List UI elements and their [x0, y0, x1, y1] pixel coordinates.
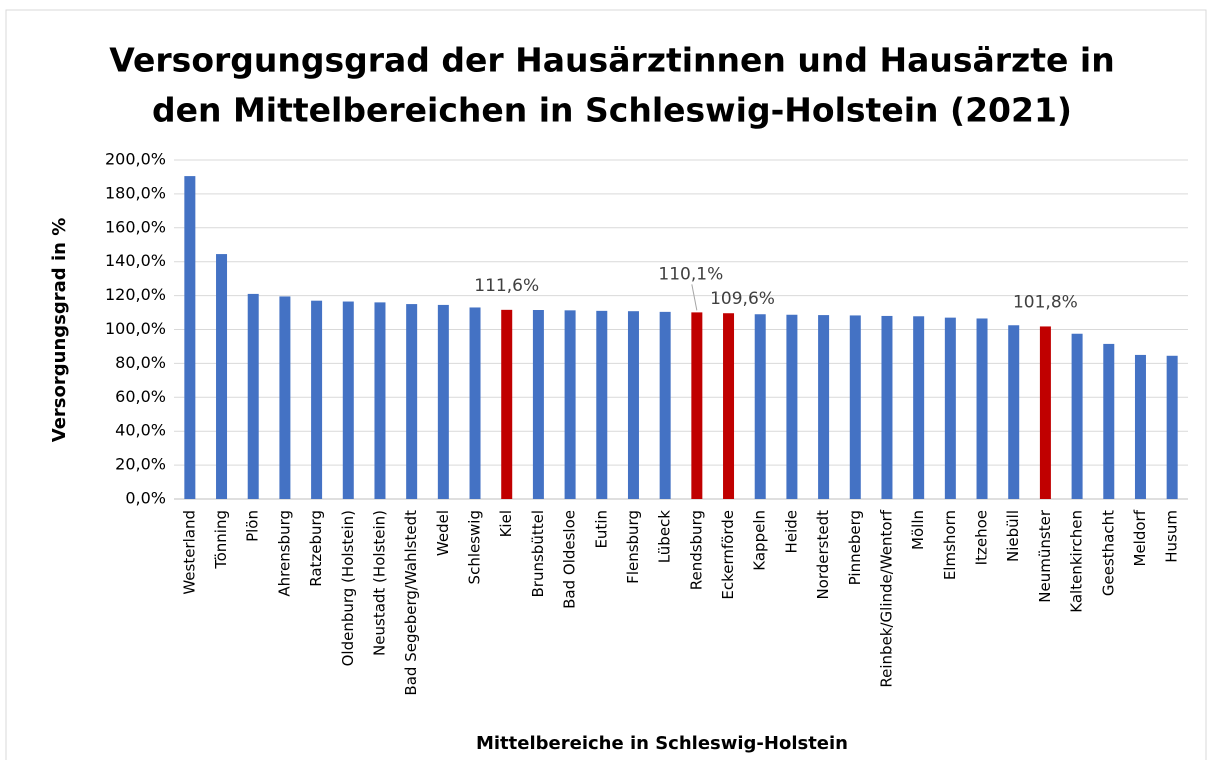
bar [406, 304, 418, 499]
bar [627, 311, 639, 499]
bar [1039, 326, 1051, 499]
x-tick-label: Tönning [212, 510, 230, 570]
data-label: 109,6% [710, 289, 775, 309]
y-tick-label: 0,0% [125, 489, 166, 508]
x-tick-label: Meldorf [1131, 509, 1149, 566]
bar [311, 300, 323, 499]
x-tick-label: Lübeck [656, 510, 674, 564]
x-tick-label: Heide [782, 510, 800, 553]
bar [596, 310, 608, 499]
bar [532, 310, 544, 499]
y-tick-label: 180,0% [105, 183, 166, 202]
chart-title: den Mittelbereichen in Schleswig-Holstei… [152, 91, 1072, 130]
bar [216, 254, 228, 499]
x-tick-label: Oldenburg (Holstein) [339, 510, 357, 666]
x-tick-label: Ahrensburg [275, 510, 293, 597]
x-tick-label: Neumünster [1036, 509, 1054, 603]
x-tick-label: Mölln [909, 510, 927, 550]
bar [1008, 325, 1020, 499]
bar [501, 309, 513, 499]
x-tick-label: Bad Segeberg/Wahlstedt [402, 510, 420, 696]
x-tick-label: Reinbek/Glinde/Wentorf [877, 509, 895, 687]
bar [1166, 355, 1178, 499]
x-tick-label: Kiel [497, 510, 515, 537]
data-label: 110,1% [658, 264, 723, 284]
bar [374, 302, 386, 499]
data-label: 101,8% [1013, 292, 1078, 312]
y-tick-label: 100,0% [105, 319, 166, 338]
x-tick-label: Flensburg [624, 510, 642, 584]
x-tick-label: Brunsbüttel [529, 510, 547, 597]
bar [913, 316, 925, 499]
x-tick-label: Niebüll [1004, 510, 1022, 562]
x-tick-label: Rendsburg [687, 510, 705, 590]
y-tick-label: 200,0% [105, 150, 166, 169]
bar [564, 310, 576, 499]
x-tick-label: Bad Oldesloe [561, 510, 579, 609]
data-label: 111,6% [474, 276, 539, 296]
bar [976, 318, 988, 499]
x-tick-label: Kappeln [751, 510, 769, 571]
y-tick-label: 160,0% [105, 217, 166, 236]
bar [944, 317, 956, 499]
x-tick-label: Norderstedt [814, 510, 832, 600]
bar [247, 293, 259, 499]
y-tick-label: 20,0% [115, 455, 166, 474]
x-tick-label: Kaltenkirchen [1068, 510, 1086, 613]
leader-line [691, 284, 698, 311]
bar [1071, 333, 1083, 499]
bar [1103, 343, 1115, 499]
y-tick-label: 140,0% [105, 251, 166, 270]
bar [754, 314, 766, 499]
bar [723, 313, 735, 499]
bar [184, 176, 196, 500]
bar [691, 312, 703, 499]
x-tick-label: Wedel [434, 510, 452, 556]
x-tick-label: Husum [1163, 510, 1181, 563]
y-tick-label: 60,0% [115, 387, 166, 406]
bar [818, 315, 830, 499]
chart-title: Versorgungsgrad der Hausärztinnen und Ha… [109, 41, 1114, 80]
x-tick-label: Plön [244, 510, 262, 542]
bar [849, 315, 861, 499]
bar [881, 315, 893, 499]
x-tick-label: Ratzeburg [307, 510, 325, 587]
y-tick-label: 120,0% [105, 285, 166, 304]
x-tick-label: Itzehoe [973, 510, 991, 565]
y-tick-label: 80,0% [115, 353, 166, 372]
x-axis-title: Mittelbereiche in Schleswig-Holstein [476, 733, 848, 754]
y-tick-label: 40,0% [115, 421, 166, 440]
bar [1134, 354, 1146, 499]
bar [659, 311, 671, 499]
x-tick-label: Elmshorn [941, 510, 959, 580]
x-tick-label: Eutin [592, 510, 610, 549]
bar [437, 304, 449, 499]
x-tick-label: Neustadt (Holstein) [370, 510, 388, 656]
bar [342, 301, 354, 499]
bar [279, 296, 291, 499]
x-tick-label: Geesthacht [1099, 510, 1117, 596]
bar [786, 314, 798, 499]
bar [469, 307, 481, 499]
x-tick-label: Schleswig [466, 510, 484, 584]
x-tick-label: Eckernförde [719, 510, 737, 600]
y-axis-title: Versorgungsgrad in % [49, 218, 70, 442]
x-tick-label: Pinneberg [846, 510, 864, 585]
x-tick-label: Westerland [180, 510, 198, 595]
